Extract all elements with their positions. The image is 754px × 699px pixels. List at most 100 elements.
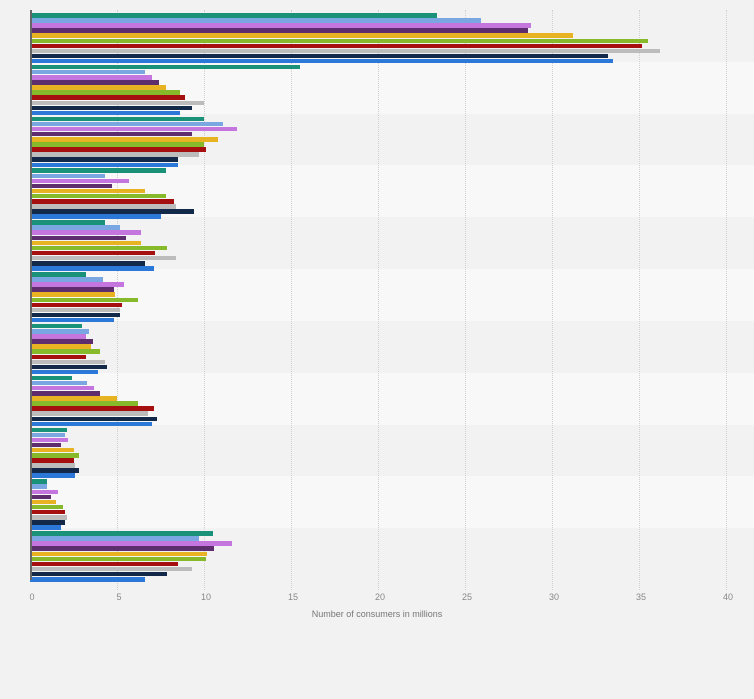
bar[interactable] [30, 214, 161, 219]
bar[interactable] [30, 494, 51, 500]
bar[interactable] [30, 90, 180, 95]
bar[interactable] [30, 183, 112, 189]
bar[interactable] [30, 334, 86, 339]
bar[interactable] [30, 344, 91, 349]
bar[interactable] [30, 427, 67, 433]
bar[interactable] [30, 95, 185, 100]
bar[interactable] [30, 323, 83, 329]
bar[interactable] [30, 225, 121, 230]
bar[interactable] [30, 193, 166, 199]
bar[interactable] [30, 121, 224, 127]
bar[interactable] [30, 520, 65, 525]
bar[interactable] [30, 38, 648, 43]
bar[interactable] [30, 509, 65, 515]
bar[interactable] [30, 479, 48, 484]
bar[interactable] [30, 199, 175, 204]
bar[interactable] [30, 178, 130, 184]
bar[interactable] [30, 209, 194, 214]
bar[interactable] [30, 432, 65, 438]
bar[interactable] [30, 504, 64, 510]
bar[interactable] [30, 64, 300, 70]
bar[interactable] [30, 147, 206, 152]
bar[interactable] [30, 468, 79, 473]
bar[interactable] [30, 421, 152, 427]
bar[interactable] [30, 266, 154, 271]
bar[interactable] [30, 220, 105, 225]
bar[interactable] [30, 531, 213, 536]
bar[interactable] [30, 110, 180, 116]
bar[interactable] [30, 499, 57, 505]
bar[interactable] [30, 126, 238, 132]
bar[interactable] [30, 561, 178, 567]
bar[interactable] [30, 168, 166, 173]
bar[interactable] [30, 116, 204, 122]
bar[interactable] [30, 541, 232, 546]
bar[interactable] [30, 406, 154, 411]
bar[interactable] [30, 292, 116, 297]
bar[interactable] [30, 359, 105, 365]
bar[interactable] [30, 277, 104, 282]
bar[interactable] [30, 255, 177, 261]
bar[interactable] [30, 157, 178, 162]
bar[interactable] [30, 551, 208, 557]
bar[interactable] [30, 204, 177, 209]
bar[interactable] [30, 364, 107, 370]
bar[interactable] [30, 142, 204, 147]
bar[interactable] [30, 525, 62, 530]
bar[interactable] [30, 23, 532, 28]
bar[interactable] [30, 13, 438, 18]
bar[interactable] [30, 317, 114, 323]
bar[interactable] [30, 369, 98, 375]
bar[interactable] [30, 411, 149, 416]
bar[interactable] [30, 339, 93, 344]
bar[interactable] [30, 230, 142, 235]
bar[interactable] [30, 105, 192, 111]
bar[interactable] [30, 401, 138, 406]
bar[interactable] [30, 577, 145, 582]
bar[interactable] [30, 188, 145, 194]
bar[interactable] [30, 80, 159, 85]
bar[interactable] [30, 48, 660, 54]
bar[interactable] [30, 329, 90, 334]
bar[interactable] [30, 245, 168, 251]
bar[interactable] [30, 287, 114, 292]
bar[interactable] [30, 75, 152, 80]
bar[interactable] [30, 463, 76, 468]
bar[interactable] [30, 380, 88, 386]
bar[interactable] [30, 152, 199, 157]
bar[interactable] [30, 437, 69, 443]
bar[interactable] [30, 515, 67, 520]
bar[interactable] [30, 375, 72, 381]
bar[interactable] [30, 162, 178, 168]
bar[interactable] [30, 53, 608, 59]
bar[interactable] [30, 240, 142, 246]
bar[interactable] [30, 131, 192, 137]
bar[interactable] [30, 473, 76, 478]
bar[interactable] [30, 272, 86, 277]
bar[interactable] [30, 458, 74, 463]
bar[interactable] [30, 58, 613, 64]
bar[interactable] [30, 302, 123, 308]
bar[interactable] [30, 546, 215, 551]
bar[interactable] [30, 453, 79, 458]
bar[interactable] [30, 489, 58, 495]
bar[interactable] [30, 566, 192, 572]
bar[interactable] [30, 307, 121, 313]
bar[interactable] [30, 28, 528, 33]
bar[interactable] [30, 391, 100, 396]
bar[interactable] [30, 349, 100, 354]
bar[interactable] [30, 43, 643, 49]
bar[interactable] [30, 484, 48, 489]
bar[interactable] [30, 85, 166, 90]
bar[interactable] [30, 447, 74, 453]
bar[interactable] [30, 571, 168, 577]
bar[interactable] [30, 282, 124, 287]
bar[interactable] [30, 250, 156, 256]
bar[interactable] [30, 385, 95, 391]
bar[interactable] [30, 396, 117, 401]
bar[interactable] [30, 18, 481, 23]
bar[interactable] [30, 69, 145, 75]
bar[interactable] [30, 354, 86, 359]
bar[interactable] [30, 100, 204, 106]
bar[interactable] [30, 442, 62, 448]
